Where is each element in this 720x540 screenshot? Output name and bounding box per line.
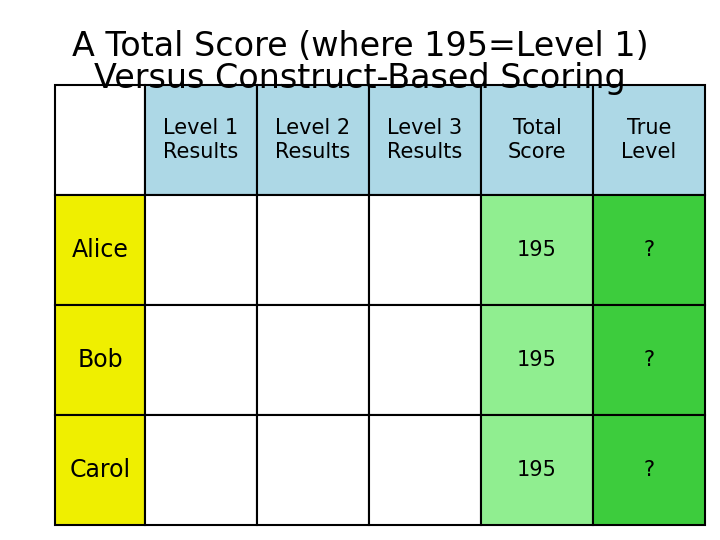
Bar bbox=[257, 85, 369, 195]
Bar bbox=[55, 85, 145, 195]
Text: ?: ? bbox=[644, 240, 654, 260]
Text: Total
Score: Total Score bbox=[508, 118, 566, 161]
Bar bbox=[369, 415, 481, 525]
Bar bbox=[369, 305, 481, 415]
Text: ?: ? bbox=[644, 460, 654, 480]
Text: 195: 195 bbox=[517, 350, 557, 370]
Bar bbox=[481, 195, 593, 305]
Bar bbox=[593, 85, 705, 195]
Bar bbox=[55, 195, 145, 305]
Bar bbox=[55, 305, 145, 415]
Bar bbox=[145, 195, 257, 305]
Bar bbox=[257, 305, 369, 415]
Text: ?: ? bbox=[644, 350, 654, 370]
Text: Level 3
Results: Level 3 Results bbox=[387, 118, 463, 161]
Bar bbox=[145, 415, 257, 525]
Text: Alice: Alice bbox=[71, 238, 128, 262]
Text: Carol: Carol bbox=[69, 458, 130, 482]
Text: Bob: Bob bbox=[77, 348, 123, 372]
Text: Level 2
Results: Level 2 Results bbox=[275, 118, 351, 161]
Bar bbox=[481, 85, 593, 195]
Text: 195: 195 bbox=[517, 240, 557, 260]
Text: Versus Construct-Based Scoring: Versus Construct-Based Scoring bbox=[94, 62, 626, 95]
Bar bbox=[593, 195, 705, 305]
Text: Level 1
Results: Level 1 Results bbox=[163, 118, 238, 161]
Bar bbox=[369, 85, 481, 195]
Bar bbox=[369, 195, 481, 305]
Bar bbox=[593, 305, 705, 415]
Bar bbox=[481, 305, 593, 415]
Bar bbox=[593, 415, 705, 525]
Bar bbox=[257, 195, 369, 305]
Text: 195: 195 bbox=[517, 460, 557, 480]
Bar bbox=[481, 415, 593, 525]
Text: True
Level: True Level bbox=[621, 118, 677, 161]
Bar bbox=[145, 305, 257, 415]
Bar bbox=[145, 85, 257, 195]
Bar bbox=[55, 415, 145, 525]
Bar bbox=[257, 415, 369, 525]
Text: A Total Score (where 195=Level 1): A Total Score (where 195=Level 1) bbox=[72, 30, 648, 63]
